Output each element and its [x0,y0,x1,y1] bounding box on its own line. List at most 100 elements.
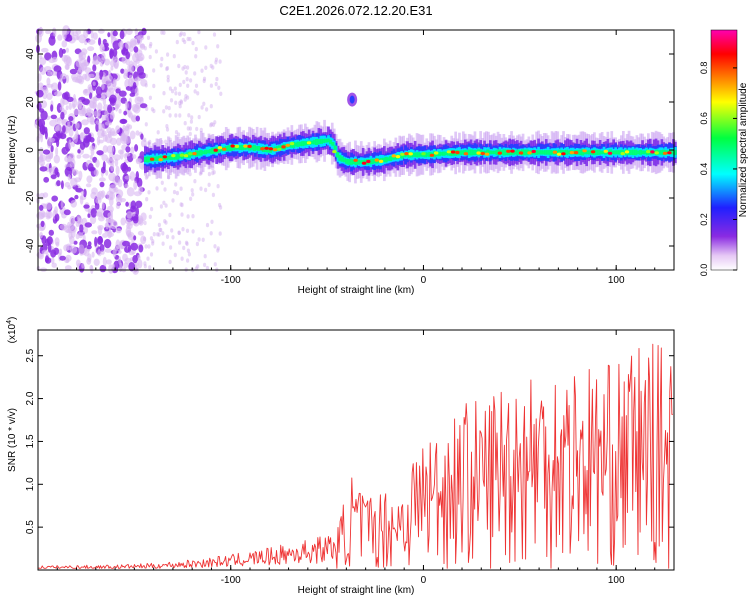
noise-speck [165,234,170,239]
ridge-peak [578,149,582,156]
noise-speck [138,218,144,226]
ridge-peak [340,156,344,162]
noise-speck [165,66,169,72]
noise-speck [93,258,100,266]
noise-speck [37,133,43,139]
noise-speck [196,91,200,96]
noise-speck [36,89,44,98]
ridge-peak [252,144,256,151]
noise-speck [98,215,105,222]
noise-speck [143,46,147,51]
colorbar-tick-label: 0.2 [699,213,709,226]
noise-speck [162,91,166,96]
noise-speck [157,222,161,228]
ridge-peak [564,149,568,155]
ridge-hotspot [243,144,248,148]
noise-speck [38,204,44,211]
ridge-peak [231,145,235,151]
noise-speck [102,233,108,238]
noise-speck [112,175,121,186]
noise-speck [57,81,62,91]
noise-speck [61,119,67,124]
ridge-peak [442,151,446,156]
ridge-peak [611,150,615,155]
noise-speck [95,159,100,168]
snr-xtick-label: 0 [421,575,427,586]
noise-speck [54,90,63,97]
noise-speck [94,236,98,247]
ridge-peak [206,149,210,154]
ridge-hotspot [289,142,295,146]
ridge-peak [488,150,492,155]
noise-speck [124,175,132,180]
noise-speck [177,63,181,69]
noise-speck [99,181,105,188]
noise-speck [193,71,197,76]
noise-speck [114,246,118,252]
ridge-hotspot [624,150,630,154]
noise-speck [62,92,68,100]
noise-speck [87,46,95,52]
noise-speck [189,78,193,83]
noise-speck [199,186,203,191]
ridge-hotspot [561,152,566,156]
ridge-hotspot [510,149,515,153]
noise-speck [122,240,130,247]
ridge-peak [199,150,203,156]
ridge-hotspot [230,144,235,148]
ridge-peak [581,149,585,156]
noise-speck [188,36,192,42]
ridge-peak [352,159,356,165]
noise-speck [115,165,120,176]
noise-speck [46,236,53,245]
noise-speck [96,191,102,201]
noise-speck [173,252,177,258]
noise-speck [181,66,185,71]
noise-speck [95,120,100,125]
noise-speck [59,133,67,140]
ridge-peak [673,149,677,155]
noise-speck [216,184,220,189]
noise-speck [110,65,114,71]
snr-xlabel: Height of straight line (km) [298,585,415,596]
noise-speck [90,97,96,104]
spec-xtick-label: -100 [221,275,241,286]
snr-series-line [37,343,673,569]
noise-speck [87,84,93,91]
noise-speck [77,149,81,154]
ridge-peak [638,150,642,155]
noise-speck [181,37,185,43]
noise-speck [60,200,64,209]
noise-speck [92,55,101,65]
noise-speck [59,106,64,111]
noise-speck [123,110,128,116]
noise-speck [46,92,53,100]
noise-speck [135,158,141,165]
noise-speck [101,74,106,85]
ridge-hotspot [603,149,608,153]
noise-speck [83,188,87,198]
ridge-hotspot [463,152,469,156]
noise-speck [180,256,184,261]
noise-speck [191,40,195,46]
noise-speck [85,183,92,188]
noise-speck [60,97,65,108]
ridge-hotspot [149,157,155,161]
noise-speck [182,32,186,37]
noise-speck [185,241,189,246]
noise-speck [42,149,51,155]
noise-speck [173,86,177,91]
noise-speck [130,220,134,226]
noise-speck [135,115,140,122]
noise-speck [81,108,89,117]
noise-speck [123,262,129,269]
noise-speck [148,265,152,270]
noise-speck [105,222,109,230]
noise-speck [214,60,218,65]
ridge-hotspot [183,154,189,158]
noise-speck [101,201,105,210]
ridge-hotspot [646,150,651,154]
ridge-hotspot [527,151,532,155]
noise-speck [209,104,213,109]
ridge-hotspot [366,159,371,164]
